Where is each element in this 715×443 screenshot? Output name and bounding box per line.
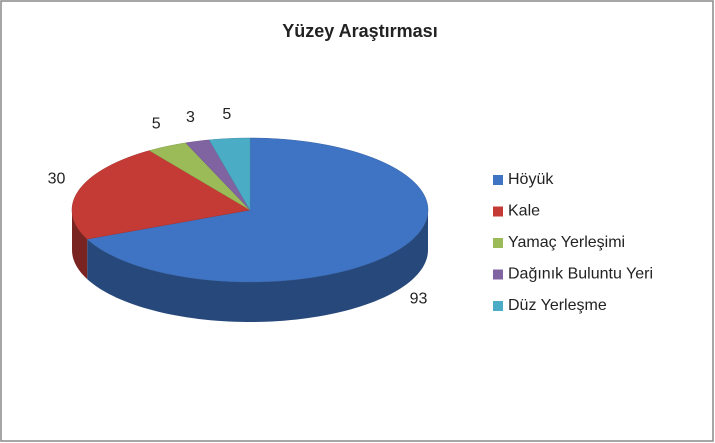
legend-swatch [493, 175, 503, 185]
legend-swatch [493, 269, 503, 280]
legend-swatch [493, 206, 503, 217]
legend-swatch [493, 238, 503, 248]
slice-side [87, 210, 429, 322]
slice [71, 150, 251, 240]
slice [208, 137, 251, 211]
data-label: 3 [186, 109, 195, 126]
chart-title: Yüzey Araştırması [282, 21, 437, 41]
legend-label: Düz Yerleşme [508, 297, 607, 314]
data-label: 5 [222, 106, 231, 123]
legend-label: Dağınık Buluntu Yeri [508, 266, 653, 283]
legend-label: Kale [508, 203, 540, 220]
legend-label: Yamaç Yerleşimi [508, 234, 625, 251]
data-label: 5 [152, 116, 161, 133]
data-label: 93 [410, 290, 428, 307]
slice [148, 142, 251, 211]
data-label: 30 [48, 171, 66, 188]
slice [86, 137, 429, 283]
legend-label: Höyük [508, 171, 554, 188]
legend-swatch [493, 301, 503, 311]
slice-side [72, 210, 88, 280]
